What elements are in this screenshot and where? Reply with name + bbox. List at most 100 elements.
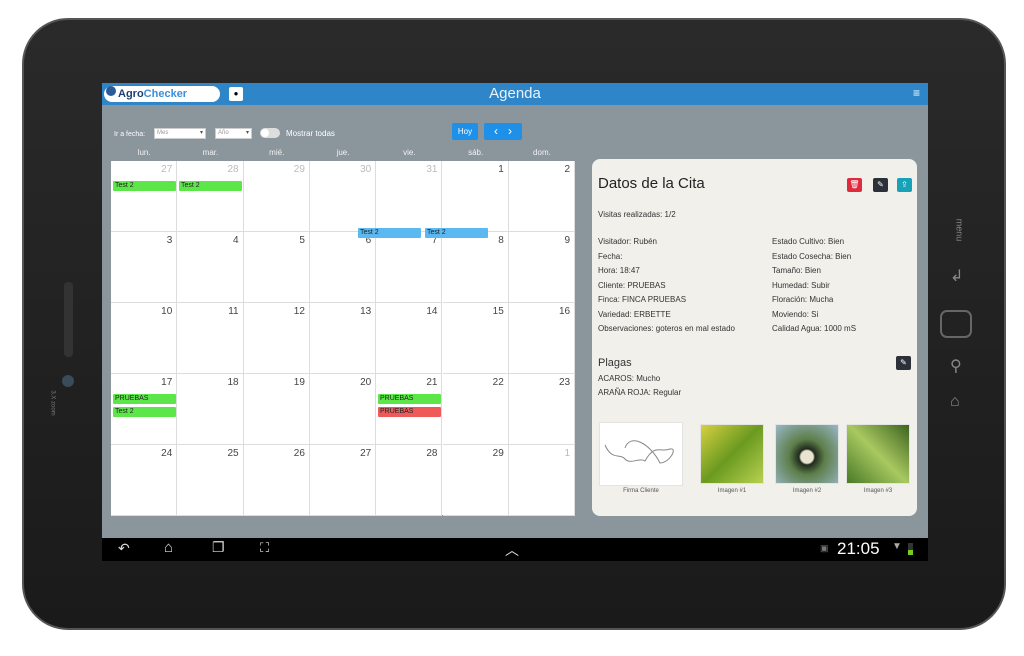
upload-icon[interactable]: ⇪ xyxy=(897,178,912,192)
recent-apps-icon[interactable]: ❐ xyxy=(212,539,225,555)
pencil-icon[interactable]: ✎ xyxy=(873,178,888,192)
weekday-header: sáb. xyxy=(468,148,484,157)
caption: Imagen #2 xyxy=(792,488,822,494)
user-icon[interactable]: ● xyxy=(229,87,243,101)
year-select-value: Año xyxy=(218,130,229,136)
caption: Imagen #3 xyxy=(863,488,893,494)
day-cell[interactable]: 14 xyxy=(376,303,443,374)
day-cell[interactable]: 21 xyxy=(376,374,443,445)
day-cell[interactable]: 27 xyxy=(309,445,377,516)
day-cell[interactable]: 22 xyxy=(442,374,509,445)
day-cell[interactable]: 9 xyxy=(508,232,576,303)
year-select[interactable]: Año ▾ xyxy=(215,128,252,139)
logo[interactable]: AgroChecker xyxy=(104,86,220,102)
day-cell[interactable]: 17 xyxy=(111,374,178,445)
day-number: 7 xyxy=(431,235,438,246)
detail-field: Finca: FINCA PRUEBAS xyxy=(598,295,687,304)
day-number: 16 xyxy=(558,306,571,317)
day-number: 24 xyxy=(161,448,173,459)
calendar-event[interactable]: Test 2 xyxy=(113,407,176,417)
day-number: 18 xyxy=(227,377,239,388)
back-hw-icon[interactable]: ↲ xyxy=(950,268,964,285)
day-cell[interactable]: 8 xyxy=(442,232,509,303)
day-number: 27 xyxy=(161,164,173,175)
day-cell[interactable]: 28 xyxy=(376,445,443,516)
pencil-icon[interactable]: ✎ xyxy=(896,356,911,370)
day-number: 30 xyxy=(360,164,372,175)
home-outline-icon[interactable]: ⌂ xyxy=(950,393,960,410)
image-3[interactable] xyxy=(846,424,910,484)
home-icon[interactable]: ⌂ xyxy=(164,539,174,556)
search-hw-icon[interactable]: ⚲ xyxy=(950,358,962,375)
day-number: 23 xyxy=(558,377,571,388)
day-cell[interactable]: 1 xyxy=(508,445,576,516)
day-cell[interactable]: 15 xyxy=(442,303,509,374)
day-cell[interactable]: 27 xyxy=(111,161,178,232)
back-icon[interactable]: ↶ xyxy=(118,540,130,556)
day-cell[interactable]: 13 xyxy=(309,303,377,374)
weekday-header: vie. xyxy=(403,148,416,157)
day-cell[interactable]: 7 xyxy=(376,232,443,303)
day-cell[interactable]: 29 xyxy=(243,161,310,232)
day-number: 26 xyxy=(293,448,305,459)
calendar-event[interactable]: Test 2 xyxy=(425,228,488,238)
show-all-label: Mostrar todas xyxy=(286,129,335,138)
screenshot-icon[interactable]: ⛶ xyxy=(260,540,270,555)
day-cell[interactable]: 31 xyxy=(376,161,443,232)
weekday-header: lun. xyxy=(137,148,151,157)
day-cell[interactable]: 6 xyxy=(309,232,377,303)
day-cell[interactable]: 20 xyxy=(309,374,377,445)
calendar-event[interactable]: PRUEBAS xyxy=(378,407,441,417)
today-button[interactable]: Hoy xyxy=(452,123,478,140)
weekday-header: jue. xyxy=(336,148,350,157)
next-button[interactable]: › xyxy=(508,124,512,138)
day-number: 31 xyxy=(426,164,438,175)
trash-icon[interactable]: 🗑 xyxy=(847,178,862,192)
show-all-toggle[interactable] xyxy=(260,128,280,138)
detail-field: Humedad: Subir xyxy=(772,280,830,290)
appointment-details-panel: Datos de la Cita 🗑 ✎ ⇪ Visitas realizada… xyxy=(592,159,917,516)
day-cell[interactable]: 16 xyxy=(508,303,576,374)
calendar-event[interactable]: PRUEBAS xyxy=(378,394,441,404)
calendar-event[interactable]: PRUEBAS xyxy=(113,394,176,404)
day-cell[interactable]: 1 xyxy=(442,161,509,232)
day-cell[interactable]: 12 xyxy=(243,303,310,374)
signature-image[interactable] xyxy=(599,422,683,486)
day-cell[interactable]: 25 xyxy=(177,445,244,516)
image-2[interactable] xyxy=(775,424,839,484)
calendar-event[interactable]: Test 2 xyxy=(179,181,242,191)
calendar-event[interactable]: Test 2 xyxy=(358,228,421,238)
day-cell[interactable]: 5 xyxy=(243,232,310,303)
home-hw-button[interactable] xyxy=(940,310,972,338)
day-number: 27 xyxy=(360,448,372,459)
day-cell[interactable]: 24 xyxy=(111,445,178,516)
detail-field: Calidad Agua: 1000 mS xyxy=(772,324,857,333)
day-number: 1 xyxy=(498,164,504,175)
day-cell[interactable]: 29 xyxy=(442,445,509,516)
day-cell[interactable]: 26 xyxy=(243,445,310,516)
day-cell[interactable]: 3 xyxy=(111,232,178,303)
day-cell[interactable]: 23 xyxy=(508,374,576,445)
page-title: Agenda xyxy=(489,85,541,102)
prev-button[interactable]: ‹ xyxy=(494,124,498,138)
day-number: 6 xyxy=(365,235,372,246)
day-cell[interactable]: 11 xyxy=(177,303,244,374)
day-cell[interactable]: 19 xyxy=(243,374,310,445)
day-number: 8 xyxy=(498,235,504,246)
day-cell[interactable]: 28 xyxy=(177,161,244,232)
day-cell[interactable]: 30 xyxy=(309,161,377,232)
day-cell[interactable]: 4 xyxy=(177,232,244,303)
day-cell[interactable]: 10 xyxy=(111,303,178,374)
detail-field: Tamaño: Bien xyxy=(772,266,821,275)
menu-label: menu xyxy=(954,218,965,242)
gallery-icon: ▣ xyxy=(820,543,829,553)
chevron-up-icon[interactable]: ︿ xyxy=(505,542,519,558)
day-cell[interactable]: 2 xyxy=(508,161,576,232)
pest-item: ACAROS: Mucho xyxy=(598,374,661,383)
android-nav-bar: ↶ ⌂ ❐ ⛶ ︿ ▣ 21:05 ▼ xyxy=(102,538,928,561)
day-cell[interactable]: 18 xyxy=(177,374,244,445)
calendar-event[interactable]: Test 2 xyxy=(113,181,176,191)
image-1[interactable] xyxy=(700,424,764,484)
month-select[interactable]: Mes ▾ xyxy=(154,128,206,139)
hamburger-icon[interactable]: ≡ xyxy=(912,86,920,100)
